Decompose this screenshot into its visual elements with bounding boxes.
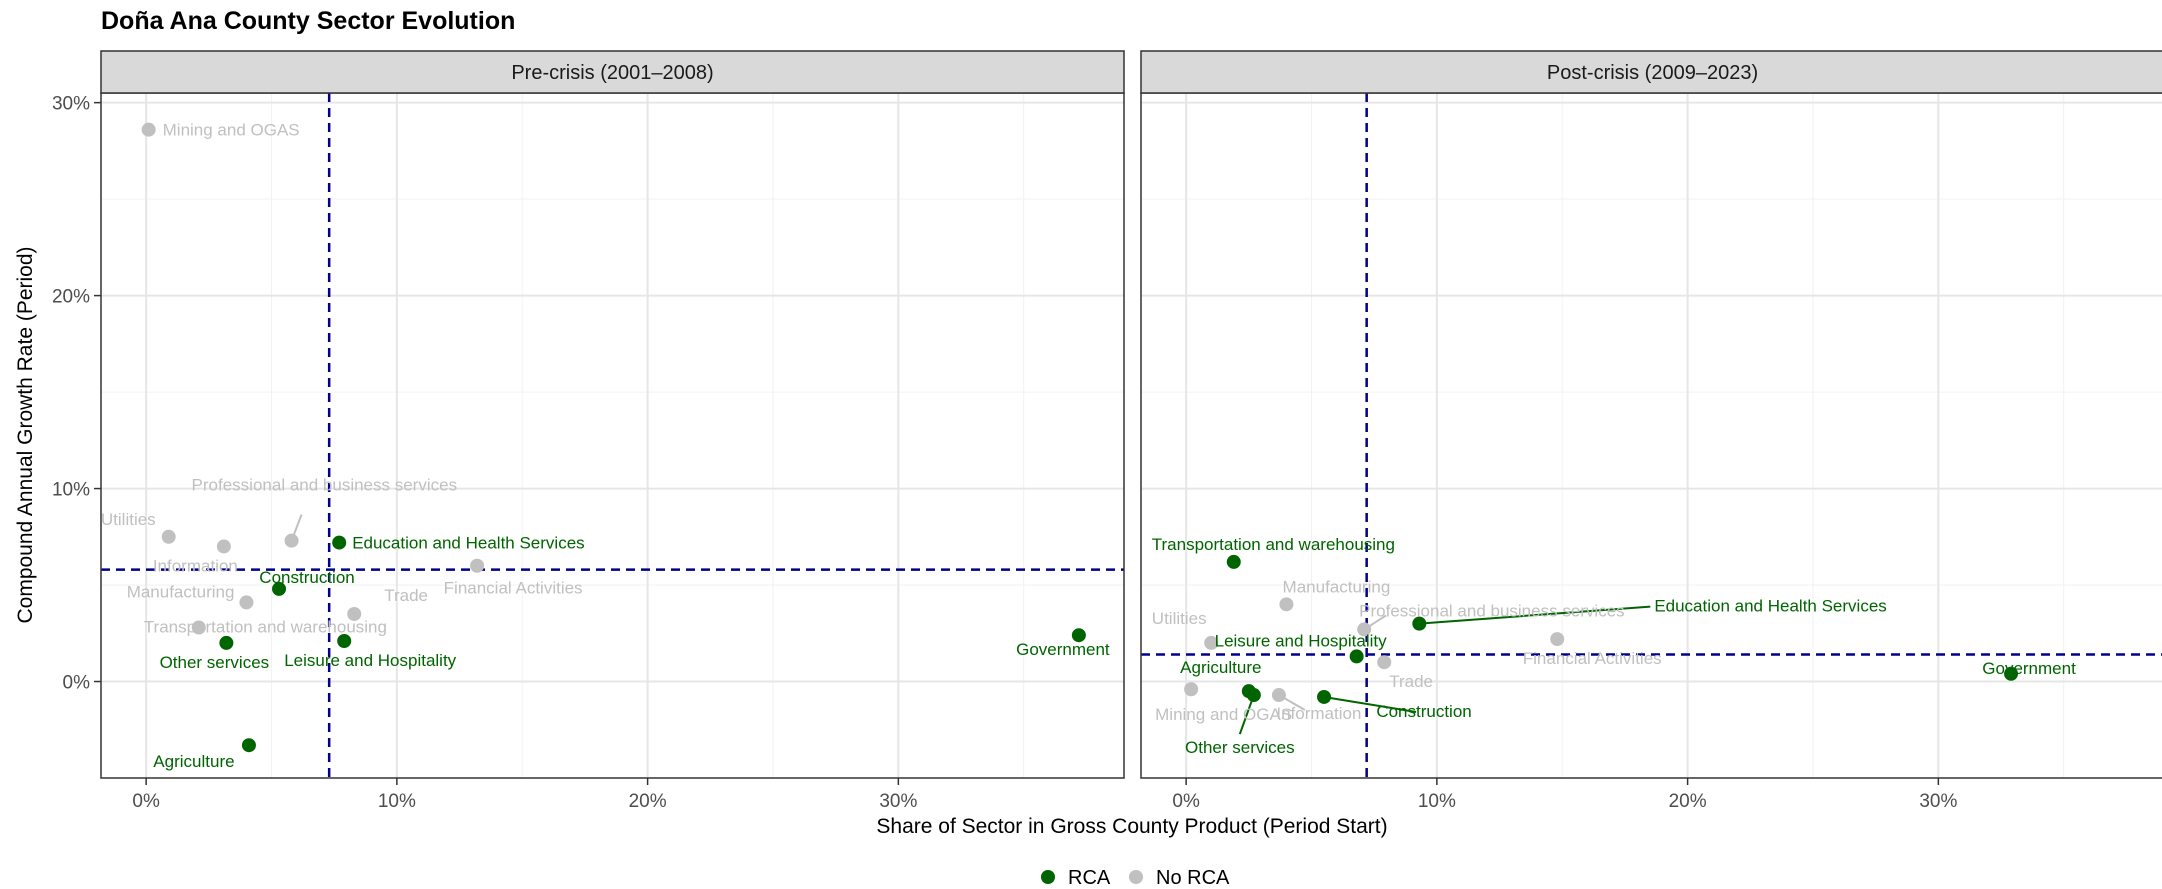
- point-label: Government: [1982, 659, 2076, 678]
- data-point: [1204, 635, 1219, 650]
- x-tick-label: 20%: [629, 791, 667, 812]
- label-leader-line: [1419, 605, 1651, 625]
- data-point: [272, 581, 287, 596]
- data-point: [1412, 616, 1427, 631]
- data-point: [337, 634, 352, 648]
- y-tick-label: 20%: [52, 287, 90, 308]
- point-label: Transportation and warehousing: [1152, 535, 1395, 554]
- point-label: Agriculture: [1180, 658, 1261, 677]
- legend-label: No RCA: [1156, 867, 1230, 889]
- legend-marker: [1041, 870, 1055, 884]
- facet-strip: [1140, 50, 2162, 94]
- data-point: [1377, 655, 1392, 670]
- point-label: Financial Activities: [444, 579, 583, 598]
- x-tick-label: 30%: [879, 791, 917, 812]
- data-point: [1226, 554, 1241, 569]
- point-label: Professional and business services: [1359, 601, 1625, 620]
- data-point: [1246, 688, 1261, 703]
- point-label: Education and Health Services: [1654, 597, 1886, 616]
- y-axis-title: Compound Annual Growth Rate (Period): [14, 246, 37, 623]
- point-label: Manufacturing: [1283, 577, 1391, 596]
- y-tick-label: 10%: [52, 480, 90, 501]
- data-point: [216, 539, 231, 554]
- data-point: [1279, 597, 1294, 612]
- point-label: Utilities: [1152, 609, 1207, 628]
- data-point: [332, 535, 347, 550]
- data-point: [191, 620, 206, 635]
- point-label: Information: [1276, 704, 1361, 723]
- x-tick-label: 10%: [1418, 791, 1456, 812]
- legend-label: RCA: [1068, 867, 1111, 889]
- point-label: Government: [1016, 640, 1110, 659]
- data-point: [1349, 649, 1364, 664]
- point-label: Mining and OGAS: [163, 121, 300, 140]
- point-label: Education and Health Services: [352, 534, 584, 553]
- data-point: [241, 738, 256, 753]
- facet-strip-label: Pre-crisis (2001–2008): [511, 62, 713, 84]
- point-label: Trade: [1389, 672, 1433, 691]
- data-point: [239, 595, 254, 610]
- y-tick-label: 0%: [63, 673, 91, 694]
- point-label: Agriculture: [153, 752, 234, 771]
- data-point: [1184, 682, 1199, 697]
- point-label: Manufacturing: [127, 582, 235, 601]
- point-label: Other services: [1185, 738, 1295, 757]
- data-point: [141, 122, 156, 137]
- data-point: [2004, 666, 2019, 681]
- data-point: [1071, 628, 1086, 643]
- data-point: [347, 606, 362, 621]
- point-label: Mining and OGAS: [1155, 705, 1292, 724]
- x-axis-title: Share of Sector in Gross County Product …: [876, 815, 1387, 838]
- data-point: [470, 558, 485, 573]
- chart-title: Doña Ana County Sector Evolution: [101, 7, 515, 35]
- y-tick-label: 30%: [52, 94, 90, 115]
- data-point: [219, 635, 234, 650]
- data-point: [1550, 632, 1565, 647]
- label-leader-line: [1323, 695, 1417, 713]
- x-tick-label: 10%: [378, 791, 416, 812]
- data-point: [1317, 689, 1332, 704]
- x-tick-label: 30%: [1919, 791, 1957, 812]
- facet-strip-label: Post-crisis (2009–2023): [1547, 62, 1758, 84]
- point-label: Construction: [259, 568, 354, 587]
- data-point: [1271, 688, 1286, 703]
- panel-background: [101, 93, 1124, 778]
- x-tick-label: 20%: [1669, 791, 1707, 812]
- x-tick-label: 0%: [132, 791, 160, 812]
- point-label: Financial Activities: [1523, 649, 1662, 668]
- point-label: Professional and business services: [192, 476, 458, 495]
- point-label: Transportation and warehousing: [144, 617, 387, 636]
- x-tick-label: 0%: [1172, 791, 1200, 812]
- data-point: [284, 533, 299, 548]
- facet-strip: [100, 50, 1125, 94]
- data-point: [1357, 622, 1372, 637]
- point-label: Utilities: [101, 510, 156, 529]
- legend-marker: [1129, 870, 1143, 884]
- point-label: Information: [153, 556, 238, 575]
- point-label: Construction: [1376, 702, 1471, 721]
- point-label: Other services: [160, 653, 270, 672]
- data-point: [161, 529, 176, 544]
- point-label: Trade: [384, 586, 428, 605]
- point-label: Leisure and Hospitality: [284, 651, 456, 670]
- point-label: Leisure and Hospitality: [1215, 631, 1387, 650]
